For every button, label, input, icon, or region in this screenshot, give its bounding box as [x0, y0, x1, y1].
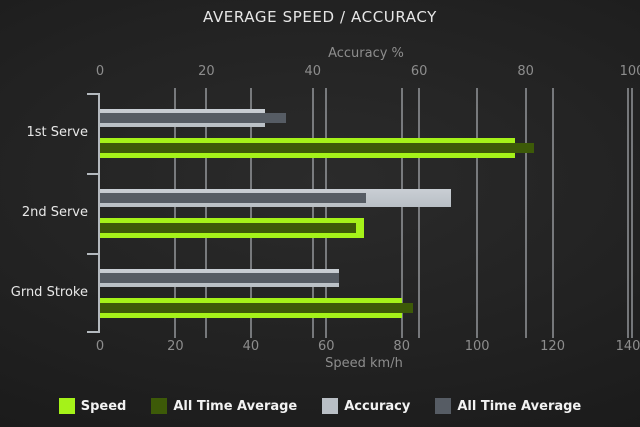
bottom-axis-gridline [551, 88, 554, 338]
y-axis-tick [87, 253, 99, 255]
legend-label: All Time Average [457, 398, 582, 414]
speed-all-time-average-bar [100, 143, 534, 153]
category-label: 1st Serve [26, 125, 88, 140]
speed-average-swatch-icon [151, 398, 168, 414]
legend-label: Speed [80, 398, 127, 414]
bottom-axis-gridline [400, 88, 403, 338]
bottom-tick-label: 120 [540, 339, 565, 354]
bottom-tick-label: 20 [167, 339, 184, 354]
bottom-axis-gridline [174, 88, 177, 338]
bottom-tick-label: 80 [393, 339, 410, 354]
y-axis-tick [87, 331, 99, 333]
speed-all-time-average-bar [100, 223, 357, 233]
top-axis-title: Accuracy % [328, 46, 404, 61]
chart-title: AVERAGE SPEED / ACCURACY [203, 8, 437, 26]
top-axis-gridline [524, 88, 527, 338]
chart-legend: Speed All Time Average Accuracy All Time… [0, 398, 640, 414]
y-axis-line [98, 93, 100, 333]
speed-swatch-icon [58, 398, 75, 414]
top-tick-label: 80 [517, 64, 534, 79]
legend-item-speed: Speed [58, 398, 127, 414]
bottom-axis-gridline [325, 88, 328, 338]
category-label: Grnd Stroke [10, 285, 88, 300]
accuracy-swatch-icon [322, 398, 339, 414]
top-axis-gridline [205, 88, 208, 338]
accuracy-all-time-average-bar [100, 193, 366, 203]
bottom-axis-gridline [249, 88, 252, 338]
accuracy-average-swatch-icon [435, 398, 452, 414]
bottom-tick-label: 60 [318, 339, 335, 354]
top-tick-label: 20 [198, 64, 215, 79]
speed-all-time-average-bar [100, 303, 414, 313]
bottom-tick-label: 140 [615, 339, 640, 354]
accuracy-all-time-average-bar [100, 273, 340, 283]
accuracy-all-time-average-bar [100, 113, 287, 123]
bottom-axis-gridline [476, 88, 479, 338]
top-axis-gridline [631, 88, 633, 338]
top-tick-label: 40 [304, 64, 322, 79]
top-axis-gridline [418, 88, 421, 338]
y-axis-tick [87, 93, 99, 95]
legend-item-speed-all-time-average: All Time Average [151, 398, 297, 414]
top-tick-label: 100 [619, 64, 640, 79]
category-label: 2nd Serve [21, 205, 88, 220]
y-axis-tick [87, 173, 99, 175]
legend-label: All Time Average [173, 398, 298, 414]
top-axis-gridline [311, 88, 314, 338]
legend-item-accuracy: Accuracy [322, 398, 410, 414]
bottom-tick-label: 40 [242, 339, 260, 354]
bottom-tick-label: 100 [464, 339, 490, 354]
top-tick-label: 0 [95, 64, 105, 79]
bottom-axis-gridline [627, 88, 629, 338]
legend-label: Accuracy [344, 398, 411, 414]
bottom-tick-label: 0 [95, 339, 105, 354]
legend-item-accuracy-all-time-average: All Time Average [435, 398, 581, 414]
top-tick-label: 60 [410, 64, 428, 79]
bottom-axis-title: Speed km/h [325, 356, 403, 371]
